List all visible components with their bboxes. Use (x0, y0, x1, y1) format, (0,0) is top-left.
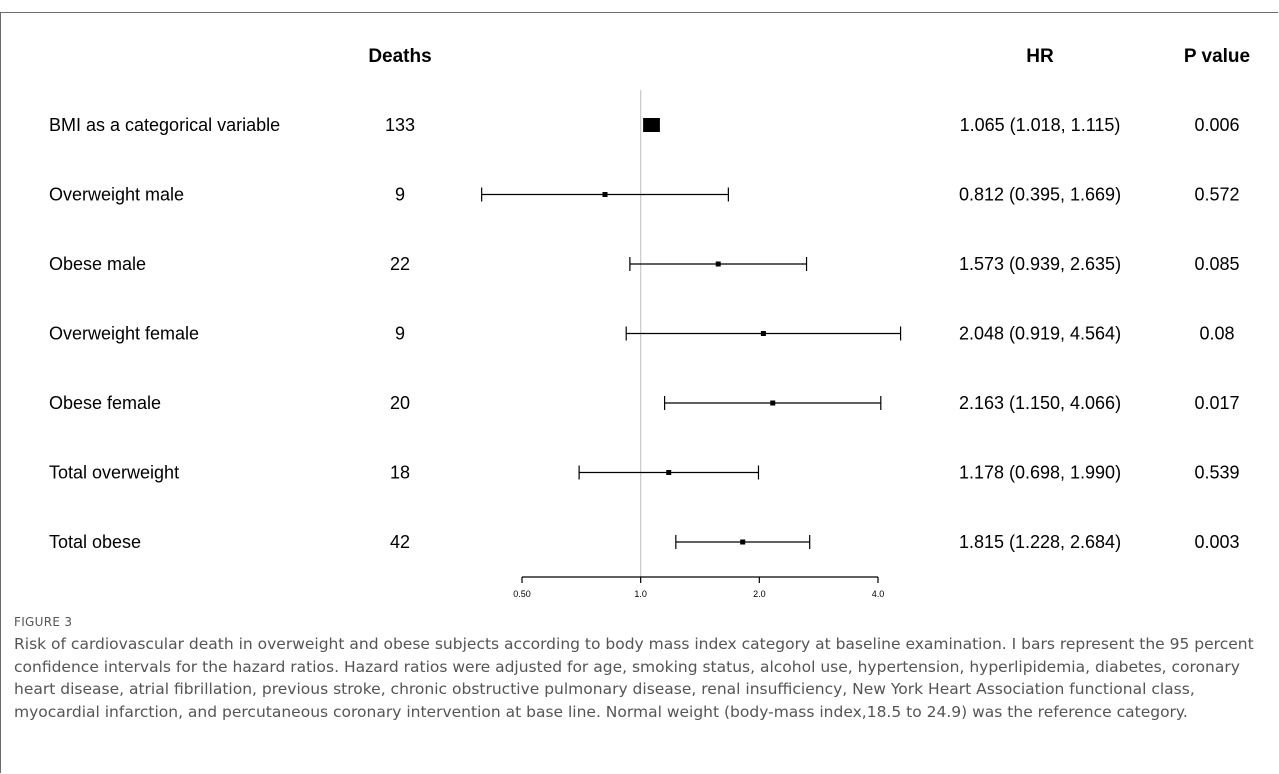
forest-plot: Deaths HR P value BMI as a categorical v… (49, 46, 1250, 599)
row-hr-text: 1.065 (1.018, 1.115) (960, 115, 1121, 135)
row-deaths: 9 (395, 324, 405, 344)
row-hr-text: 2.163 (1.150, 4.066) (959, 393, 1121, 413)
row-deaths: 22 (390, 254, 410, 274)
row-deaths: 9 (395, 185, 405, 205)
hr-marker (643, 118, 660, 132)
row-deaths: 18 (390, 463, 410, 483)
figure-label: FIGURE 3 (14, 615, 73, 629)
row-p-value: 0.085 (1194, 254, 1239, 274)
row-p-value: 0.006 (1194, 115, 1239, 135)
hr-marker (666, 470, 672, 475)
row-p-value: 0.539 (1194, 463, 1239, 483)
x-tick-label: 1.0 (634, 589, 647, 599)
row-deaths: 20 (390, 393, 410, 413)
x-tick-label: 4.0 (872, 589, 885, 599)
hr-marker (740, 539, 746, 545)
plot-layer: BMI as a categorical variable 133 1.065 (1… (49, 90, 1240, 599)
row-hr-text: 0.812 (0.395, 1.669) (959, 185, 1121, 205)
hr-marker (602, 192, 608, 197)
row-p-value: 0.08 (1199, 324, 1234, 344)
row-label: Obese male (49, 254, 146, 274)
row-hr-text: 2.048 (0.919, 4.564) (959, 324, 1121, 344)
row-hr-text: 1.815 (1.228, 2.684) (959, 532, 1121, 552)
row-deaths: 42 (390, 532, 410, 552)
figure-frame (0, 12, 1278, 773)
row-label: Total obese (49, 532, 141, 552)
hr-marker (715, 261, 721, 267)
row-p-value: 0.017 (1194, 393, 1239, 413)
row-hr-text: 1.573 (0.939, 2.635) (959, 254, 1121, 274)
x-tick-label: 0.50 (513, 589, 531, 599)
row-label: Overweight female (49, 324, 199, 344)
row-label: Total overweight (49, 463, 179, 483)
row-hr-text: 1.178 (0.698, 1.990) (959, 463, 1121, 483)
row-label: Obese female (49, 393, 161, 413)
row-p-value: 0.572 (1194, 185, 1239, 205)
hr-marker (760, 331, 766, 336)
hr-marker (770, 400, 776, 406)
row-deaths: 133 (385, 115, 415, 135)
header-p-value: P value (1184, 46, 1250, 67)
figure-caption: Risk of cardiovascular death in overweig… (14, 635, 1254, 721)
row-label: Overweight male (49, 185, 184, 205)
row-label: BMI as a categorical variable (49, 115, 280, 135)
row-p-value: 0.003 (1194, 532, 1239, 552)
header-deaths: Deaths (368, 46, 431, 67)
x-tick-label: 2.0 (753, 589, 766, 599)
header-hr: HR (1026, 46, 1054, 67)
